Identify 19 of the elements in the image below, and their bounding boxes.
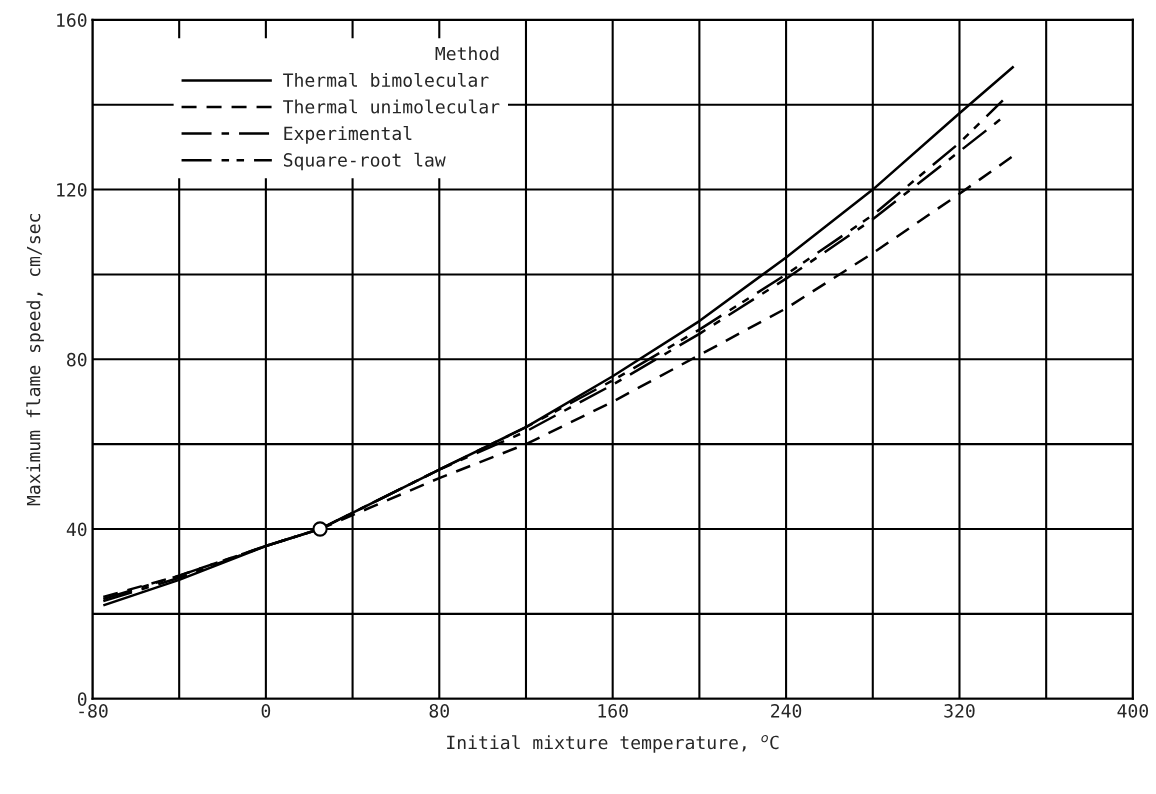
- y-tick-label: 120: [57, 183, 87, 197]
- legend-label: Square-root law: [283, 152, 446, 171]
- legend-label: Thermal bimolecular: [283, 72, 489, 87]
- y-axis-title: Maximum flame speed, cm/sec: [26, 214, 44, 506]
- legend-title: Method: [435, 46, 499, 61]
- x-tick-label: 320: [944, 704, 975, 718]
- y-tick-label: 80: [67, 352, 87, 367]
- y-tick-label: 40: [66, 522, 87, 537]
- x-axis-title: Initial mixture temperature, $^{o}$C: [447, 735, 779, 753]
- legend-label: Thermal unimolecular: [283, 99, 500, 114]
- x-tick-label: 160: [598, 704, 628, 718]
- x-tick-label: 0: [261, 704, 271, 718]
- legend-label: Experimental: [284, 126, 412, 144]
- x-tick-label: -80: [79, 704, 108, 718]
- y-tick-label: 160: [57, 13, 87, 28]
- x-tick-label: 400: [1117, 704, 1149, 718]
- x-tick-label: 240: [771, 704, 802, 718]
- y-tick-label: 0: [77, 692, 87, 706]
- x-tick-label: 80: [429, 704, 449, 718]
